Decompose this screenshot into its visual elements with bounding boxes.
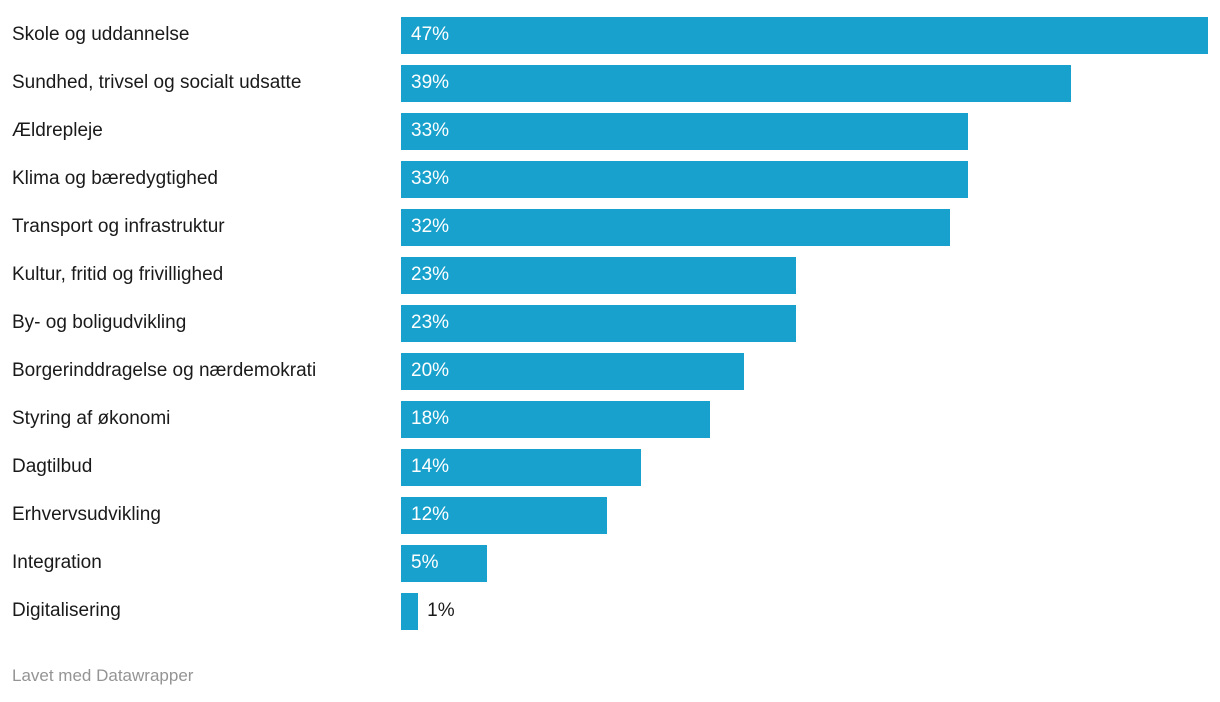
chart-row: Digitalisering 1%: [0, 587, 1220, 635]
bar: 14%: [401, 448, 642, 486]
bar-area: 33%: [401, 160, 1208, 198]
value-label: 33%: [411, 120, 450, 141]
bar-chart: Skole og uddannelse 47% Sundhed, trivsel o…: [0, 11, 1220, 635]
category-label: Skole og uddannelse: [12, 23, 190, 45]
bar-area: 5%: [401, 544, 1208, 582]
category-label: Styring af økonomi: [12, 407, 171, 429]
bar: 18%: [401, 400, 711, 438]
category-label: Kultur, fritid og frivillighed: [12, 263, 224, 285]
bar: 33%: [401, 160, 968, 198]
bar-area: 39%: [401, 64, 1208, 102]
bar: 47%: [401, 16, 1208, 54]
chart-row: By- og boligudvikling 23%: [0, 299, 1220, 347]
bar-area: 47%: [401, 16, 1208, 54]
bar: 33%: [401, 112, 968, 150]
bar: 23%: [401, 304, 796, 342]
value-label: 5%: [411, 552, 439, 573]
chart-row: Styring af økonomi 18%: [0, 395, 1220, 443]
bar: 5%: [401, 544, 487, 582]
value-label: 32%: [411, 216, 450, 237]
attribution-text: Lavet med Datawrapper: [12, 666, 194, 685]
chart-row: Kultur, fritid og frivillighed 23%: [0, 251, 1220, 299]
value-label: 14%: [411, 456, 450, 477]
bar-area: 12%: [401, 496, 1208, 534]
bar-area: 1%: [401, 592, 1208, 630]
bar: 23%: [401, 256, 796, 294]
value-label: 33%: [411, 168, 450, 189]
bar-area: 33%: [401, 112, 1208, 150]
bar: 32%: [401, 208, 951, 246]
value-label: 1%: [427, 600, 455, 621]
category-label: By- og boligudvikling: [12, 311, 187, 333]
category-label: Erhvervsudvikling: [12, 503, 161, 525]
chart-row: Sundhed, trivsel og socialt udsatte 39%: [0, 59, 1220, 107]
category-label: Transport og infrastruktur: [12, 215, 225, 237]
bar-area: 32%: [401, 208, 1208, 246]
bar: 12%: [401, 496, 608, 534]
chart-row: Dagtilbud 14%: [0, 443, 1220, 491]
category-label: Ældrepleje: [12, 119, 103, 141]
value-label: 23%: [411, 264, 450, 285]
bar-area: 20%: [401, 352, 1208, 390]
category-label: Digitalisering: [12, 599, 121, 621]
bar: 39%: [401, 64, 1071, 102]
bar-area: 14%: [401, 448, 1208, 486]
bar: 20%: [401, 352, 745, 390]
value-label: 12%: [411, 504, 450, 525]
chart-row: Ældrepleje 33%: [0, 107, 1220, 155]
chart-row: Skole og uddannelse 47%: [0, 11, 1220, 59]
chart-row: Integration 5%: [0, 539, 1220, 587]
value-label: 20%: [411, 360, 450, 381]
chart-row: Transport og infrastruktur 32%: [0, 203, 1220, 251]
category-label: Dagtilbud: [12, 455, 93, 477]
bar-area: 23%: [401, 256, 1208, 294]
bar-area: 18%: [401, 400, 1208, 438]
value-label: 39%: [411, 72, 450, 93]
bar: [401, 592, 419, 630]
chart-row: Erhvervsudvikling 12%: [0, 491, 1220, 539]
value-label: 18%: [411, 408, 450, 429]
category-label: Integration: [12, 551, 102, 573]
chart-row: Borgerinddragelse og nærdemokrati 20%: [0, 347, 1220, 395]
category-label: Borgerinddragelse og nærdemokrati: [12, 359, 317, 381]
value-label: 23%: [411, 312, 450, 333]
chart-row: Klima og bæredygtighed 33%: [0, 155, 1220, 203]
category-label: Klima og bæredygtighed: [12, 167, 218, 189]
bar-area: 23%: [401, 304, 1208, 342]
value-label: 47%: [411, 24, 450, 45]
category-label: Sundhed, trivsel og socialt udsatte: [12, 71, 302, 93]
